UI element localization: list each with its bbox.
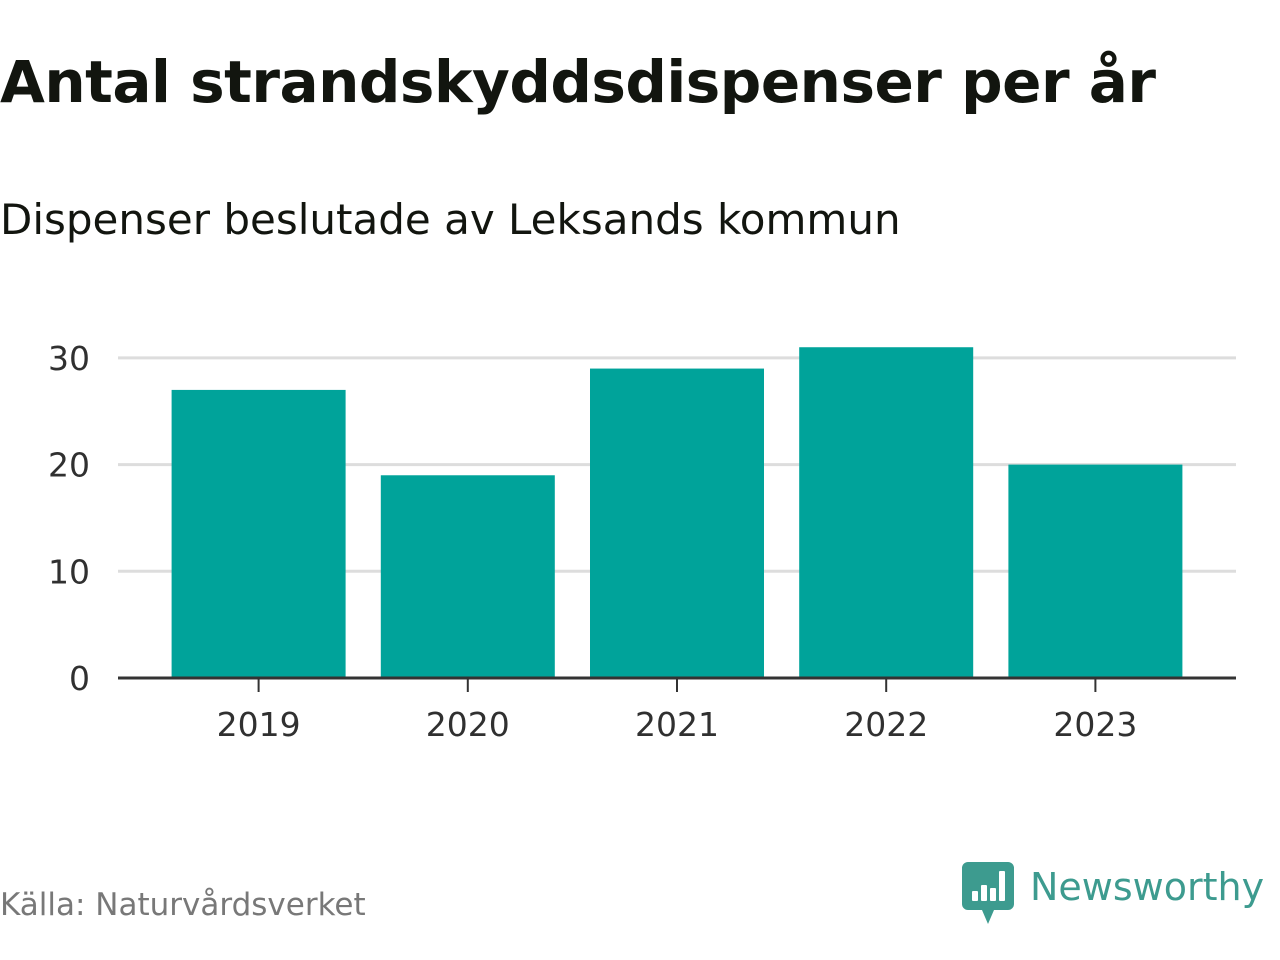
x-tick-label: 2021 bbox=[635, 705, 719, 744]
y-tick-label: 30 bbox=[48, 339, 90, 378]
y-tick-label: 0 bbox=[69, 659, 90, 698]
bar-2021 bbox=[590, 368, 764, 678]
bar-2023 bbox=[1008, 464, 1183, 678]
bar-2022 bbox=[799, 347, 974, 678]
x-tick-label: 2019 bbox=[217, 705, 301, 744]
chart-title: Antal strandskyddsdispenser per år bbox=[0, 48, 1156, 116]
y-axis-ticks: 0 10 20 30 bbox=[48, 339, 90, 698]
bar-2020 bbox=[380, 475, 555, 678]
x-tick-label: 2023 bbox=[1053, 705, 1137, 744]
newsworthy-logo-icon bbox=[962, 862, 1014, 924]
source-note: Källa: Naturvårdsverket bbox=[0, 887, 366, 923]
y-tick-label: 20 bbox=[48, 446, 90, 485]
x-tick-label: 2022 bbox=[844, 705, 928, 744]
bar-2019 bbox=[171, 389, 346, 678]
chart-subtitle: Dispenser beslutade av Leksands kommun bbox=[0, 195, 901, 244]
x-tick-label: 2020 bbox=[426, 705, 510, 744]
x-axis-ticks: 2019 2020 2021 2022 2023 bbox=[217, 678, 1137, 744]
y-tick-label: 10 bbox=[48, 552, 90, 591]
brand-name: Newsworthy bbox=[1030, 865, 1265, 909]
bars bbox=[171, 347, 1183, 678]
brand: Newsworthy bbox=[962, 862, 1264, 926]
